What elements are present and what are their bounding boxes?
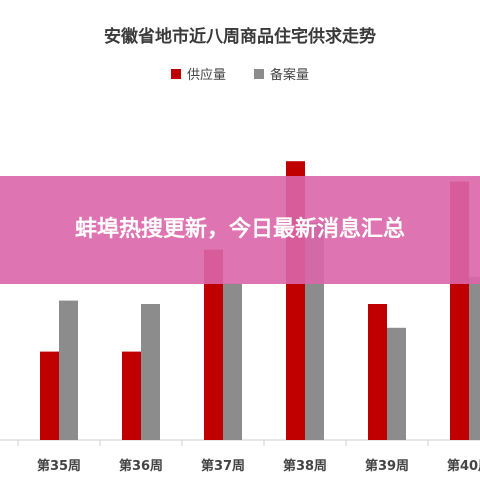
x-tick-label: 第39周 [365, 458, 409, 474]
bar-filing [59, 300, 78, 440]
legend-swatch-filing [254, 68, 264, 79]
x-tick-label: 第36周 [119, 458, 163, 474]
legend-item-filing: 备案量 [254, 64, 309, 83]
headline-banner: 蚌埠热搜更新，今日最新消息汇总 [0, 176, 480, 284]
bar-supply [204, 249, 223, 440]
bar-filing [469, 276, 480, 440]
legend-swatch-supply [170, 68, 181, 79]
legend-label-filing: 备案量 [270, 68, 310, 83]
legend-item-supply: 供应量 [170, 64, 226, 83]
x-tick-label: 第37周 [201, 458, 245, 474]
x-tick-label: 第38周 [283, 458, 327, 474]
bar-filing [141, 304, 160, 440]
bar-supply [368, 304, 387, 440]
bar-filing [387, 327, 406, 440]
bar-filing [223, 283, 242, 440]
bar-supply [40, 351, 59, 440]
headline-title: 蚌埠热搜更新，今日最新消息汇总 [74, 217, 405, 242]
x-tick-label: 第35周 [37, 458, 81, 474]
legend-label-supply: 供应量 [186, 68, 226, 83]
chart-title: 安徽省地市近八周商品住宅供求走势 [104, 27, 376, 47]
legend: 供应量 备案量 [0, 64, 480, 83]
x-tick-label: 第40周 [447, 458, 480, 474]
bar-supply [122, 351, 141, 440]
